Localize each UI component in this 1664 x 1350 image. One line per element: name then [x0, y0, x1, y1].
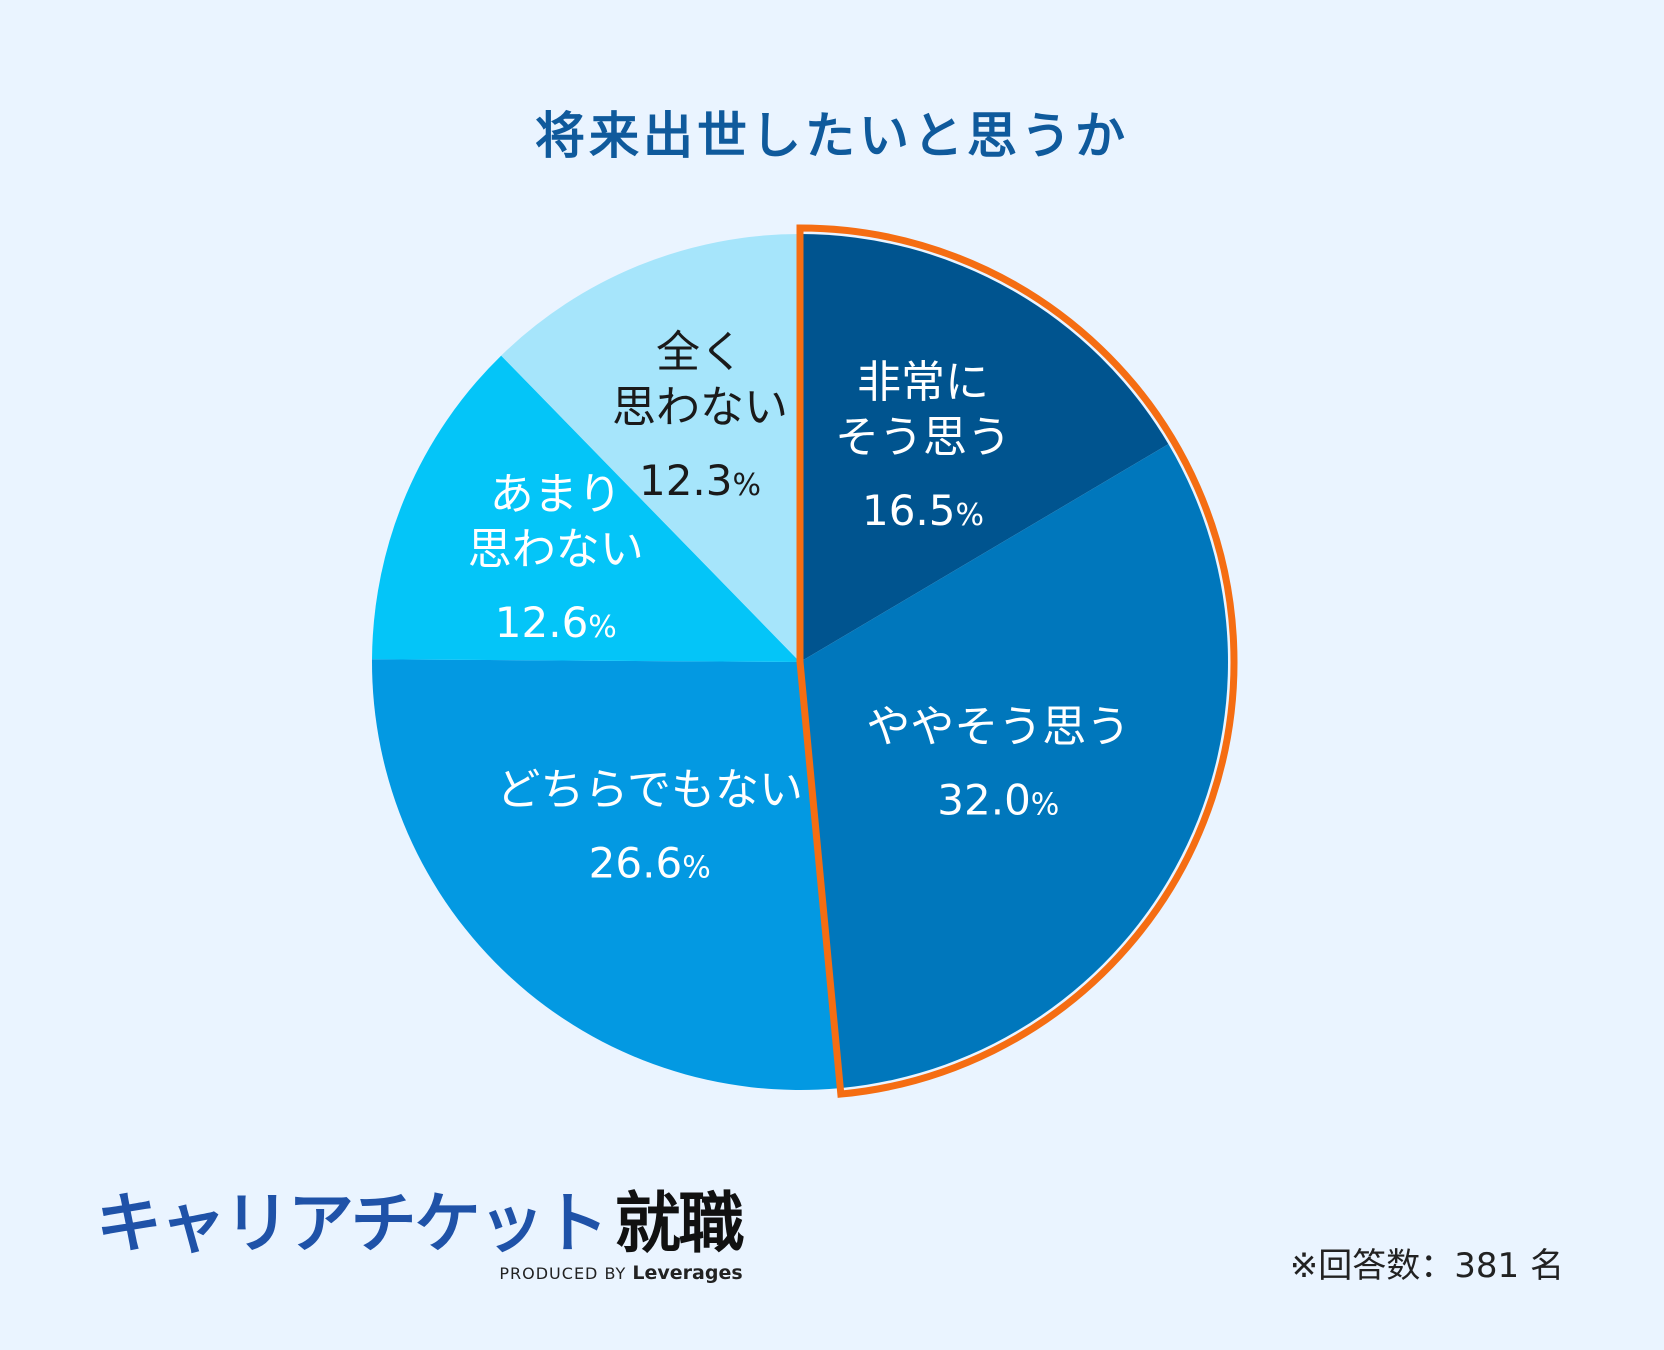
slice-label-text: どちらでもない — [496, 764, 804, 816]
brand-sub-brand: Leverages — [632, 1262, 743, 1284]
brand-logo: キャリアチケット 就職 PRODUCED BY Leverages — [96, 1170, 745, 1284]
brand-name-kana: キャリアチケット — [96, 1185, 609, 1262]
pie-slice-3 — [372, 659, 841, 1090]
slice-label-text: ややそう思う — [866, 701, 1131, 753]
slice-label-2: ややそう思う 32.0% — [866, 699, 1130, 827]
slice-label-text: 非常に — [856, 357, 989, 409]
slice-label-3: どちらでもない 26.6% — [496, 762, 803, 890]
respondent-count-note: ※回答数：381 名 — [1289, 1246, 1564, 1286]
slice-label-text: 全く — [655, 326, 744, 378]
pie-slice-2 — [800, 444, 1228, 1089]
slice-label-1: 非常に そう思う 16.5% — [835, 355, 1011, 538]
slice-label-text: あまり — [489, 468, 622, 520]
brand-sub-prefix: PRODUCED BY — [499, 1264, 627, 1283]
pie-slice-5 — [501, 234, 800, 662]
pie-slice-4 — [372, 355, 800, 662]
slice-label-5: 全く 思わない 12.3% — [612, 325, 788, 508]
slice-value: 16.5% — [861, 486, 984, 536]
highlight-outline — [796, 224, 1238, 1098]
slice-label-text: 思わない — [611, 381, 788, 433]
slice-label-text: 思わない — [467, 523, 644, 575]
brand-name-kanji: 就職 — [614, 1185, 745, 1262]
slice-value: 12.3% — [638, 455, 761, 505]
slice-label-text: そう思う — [834, 412, 1011, 464]
slice-value: 26.6% — [588, 838, 711, 888]
slice-value: 12.6% — [494, 597, 617, 647]
brand-name: キャリアチケット 就職 — [96, 1170, 745, 1266]
brand-subtitle: PRODUCED BY Leverages — [499, 1262, 742, 1284]
chart-title: 将来出世したいと思うか — [535, 107, 1129, 165]
slice-value: 32.0% — [937, 775, 1060, 825]
slice-label-4: あまり 思わない 12.6% — [468, 467, 644, 650]
pie-slice-1 — [800, 234, 1169, 662]
